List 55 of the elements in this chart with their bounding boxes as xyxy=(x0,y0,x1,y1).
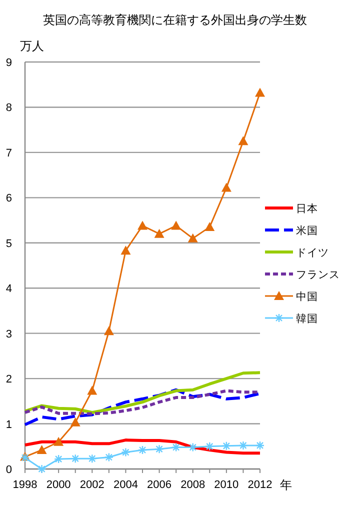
y-tick-label: 6 xyxy=(6,192,12,205)
x-tick-label: 1998 xyxy=(12,479,38,491)
point xyxy=(238,440,248,450)
point xyxy=(171,220,182,230)
y-tick-label: 4 xyxy=(6,283,12,296)
legend-label: 韓国 xyxy=(296,312,318,325)
point xyxy=(188,233,198,242)
point xyxy=(222,441,232,451)
point xyxy=(154,228,164,238)
y-tick-label: 2 xyxy=(6,374,12,386)
y-tick-label: 0 xyxy=(6,464,12,476)
point xyxy=(138,220,148,230)
y-tick-label: 7 xyxy=(6,147,12,160)
y-tick-label: 5 xyxy=(6,238,12,250)
line-series xyxy=(24,388,262,426)
point xyxy=(255,88,265,97)
point xyxy=(104,452,114,462)
point xyxy=(121,448,130,457)
point xyxy=(204,222,215,232)
legend-label: 日本 xyxy=(296,202,318,215)
x-tick-label: 2012 xyxy=(248,479,272,491)
legend-label: フランス xyxy=(296,269,340,281)
y-axis-title: 万人 xyxy=(20,39,44,53)
y-tick-label: 3 xyxy=(6,328,12,340)
point xyxy=(120,246,131,255)
y-tick-label: 9 xyxy=(6,57,12,69)
chart-title: 英国の高等教育機関に在籍する外国出身の学生数 xyxy=(43,13,307,27)
point xyxy=(238,136,248,146)
point xyxy=(54,454,64,464)
x-tick-label: 2000 xyxy=(46,479,71,491)
point xyxy=(88,454,97,464)
point xyxy=(87,386,98,395)
point xyxy=(70,417,80,426)
point xyxy=(255,440,265,450)
x-tick-label: 2006 xyxy=(147,479,172,491)
x-tick-label: 2008 xyxy=(180,479,206,491)
point xyxy=(138,445,148,455)
y-tick-label: 1 xyxy=(6,418,12,431)
x-tick-label: 2002 xyxy=(80,479,104,491)
point xyxy=(154,444,164,454)
x-tick-label: 2004 xyxy=(113,479,138,491)
line-series xyxy=(24,371,262,414)
point xyxy=(221,182,232,192)
legend-label: 中国 xyxy=(296,290,318,303)
point xyxy=(37,464,46,474)
point xyxy=(36,445,47,454)
legend-label: 米国 xyxy=(296,224,318,237)
legend-label: ドイツ xyxy=(296,247,329,259)
y-tick-label: 8 xyxy=(6,102,12,114)
x-tick-label: 2010 xyxy=(214,479,239,491)
point xyxy=(70,454,80,464)
point xyxy=(104,326,114,336)
point xyxy=(54,436,64,446)
point xyxy=(171,442,181,452)
x-axis-title: 年 xyxy=(280,478,292,492)
